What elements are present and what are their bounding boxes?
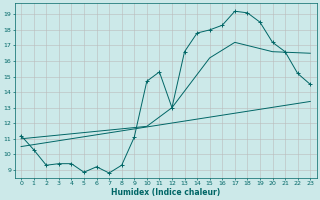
- X-axis label: Humidex (Indice chaleur): Humidex (Indice chaleur): [111, 188, 220, 197]
